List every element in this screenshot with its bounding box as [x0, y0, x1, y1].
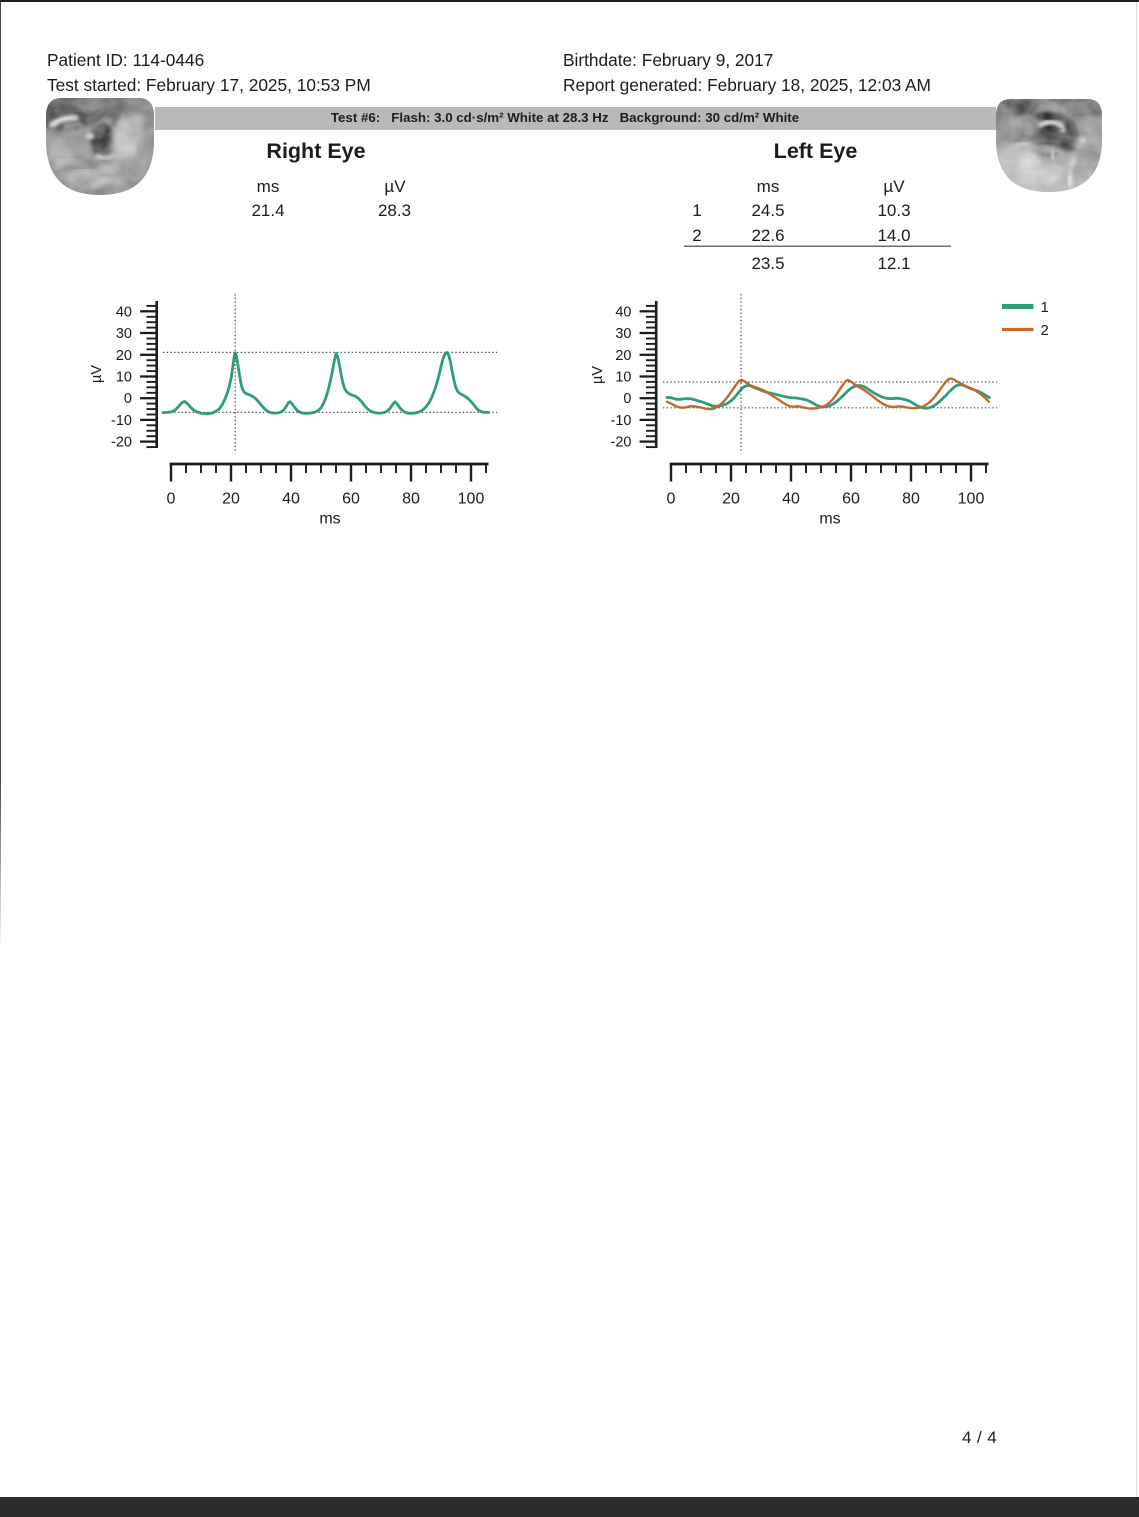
svg-text:60: 60: [842, 491, 860, 508]
svg-text:40: 40: [282, 491, 300, 508]
svg-text:20: 20: [222, 491, 240, 508]
svg-text:30: 30: [116, 326, 132, 342]
svg-text:µV: µV: [89, 365, 105, 383]
svg-text:ms: ms: [819, 511, 840, 528]
svg-text:20: 20: [116, 348, 132, 364]
svg-text:10: 10: [116, 370, 132, 386]
svg-text:100: 100: [958, 491, 985, 508]
svg-text:ms: ms: [319, 511, 340, 528]
svg-text:20: 20: [722, 491, 740, 508]
svg-text:0: 0: [124, 391, 132, 407]
svg-text:0: 0: [667, 491, 676, 508]
svg-text:60: 60: [342, 491, 360, 508]
svg-text:2: 2: [1041, 322, 1049, 339]
svg-text:-10: -10: [611, 413, 632, 429]
svg-text:-20: -20: [111, 435, 132, 451]
svg-text:80: 80: [902, 491, 920, 508]
svg-text:0: 0: [167, 491, 176, 508]
svg-text:-10: -10: [111, 413, 132, 429]
svg-text:40: 40: [615, 304, 631, 320]
svg-text:40: 40: [116, 304, 132, 320]
svg-text:1: 1: [1041, 299, 1049, 316]
svg-text:-20: -20: [611, 435, 632, 451]
svg-text:40: 40: [782, 491, 800, 508]
svg-text:µV: µV: [590, 366, 606, 384]
svg-text:30: 30: [615, 326, 631, 342]
svg-text:100: 100: [458, 491, 485, 508]
svg-text:0: 0: [623, 391, 631, 407]
svg-text:10: 10: [615, 370, 631, 386]
svg-text:20: 20: [615, 348, 631, 364]
svg-text:80: 80: [402, 491, 420, 508]
